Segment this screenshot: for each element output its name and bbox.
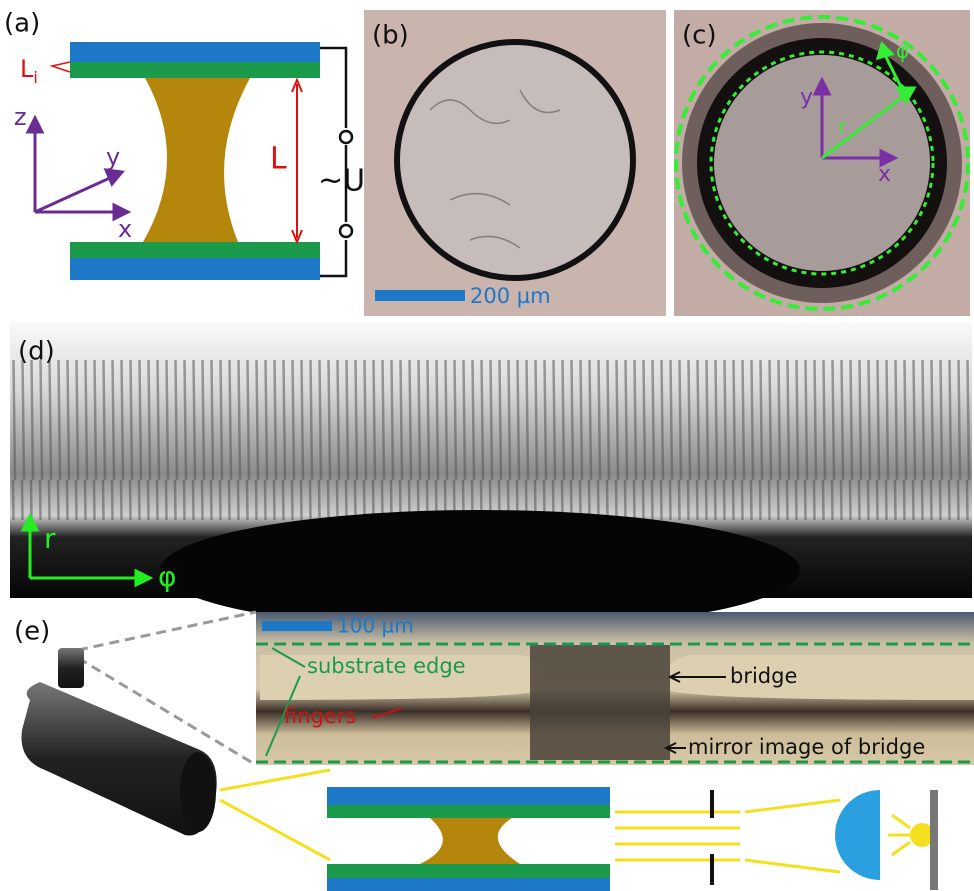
panel-c: (c) y x r φ (674, 10, 970, 316)
lamp-housing (930, 790, 938, 890)
scale-bar (375, 290, 465, 301)
layer (70, 62, 320, 78)
panel-label: (e) (14, 617, 50, 647)
axis-label: x (118, 215, 132, 243)
radius-label: r (838, 115, 847, 139)
light-rays (615, 800, 840, 872)
layer (327, 805, 610, 818)
view-lines (220, 770, 330, 860)
panel-e: (e) 100 µm substrate edge fingers bridge… (14, 612, 974, 891)
panel-d: (d) r φ (10, 322, 972, 630)
bridge-region (530, 645, 670, 760)
annotation: mirror image of bridge (688, 735, 925, 759)
lamp-rays (888, 815, 912, 855)
panel-a: (a) Li L ~U z y x (4, 9, 365, 281)
annotation: bridge (730, 664, 797, 688)
marker (52, 62, 70, 72)
axis-label: y (800, 85, 813, 110)
electrode (70, 258, 320, 280)
fingers (10, 360, 972, 520)
droplet (397, 42, 633, 278)
panel-b: (b) 200 µm (364, 10, 666, 316)
axis-label: x (878, 162, 891, 187)
panel-label: (a) (4, 9, 40, 39)
electrode (70, 42, 320, 62)
axis-label: φ (158, 560, 176, 593)
axis-label: y (106, 143, 120, 171)
axis-label: r (44, 522, 56, 555)
axis-label: z (14, 103, 27, 131)
voltage-label: ~U (318, 164, 365, 199)
figure: (a) Li L ~U z y x (b) 200 µm (c) y x r φ… (0, 0, 974, 891)
annotation: substrate edge (307, 654, 466, 678)
annotation: fingers (284, 704, 356, 728)
layer (327, 864, 610, 878)
layer-thickness: Li (20, 55, 38, 87)
scale-bar (262, 621, 332, 631)
layer (70, 242, 320, 258)
liquid-bridge (420, 818, 520, 864)
liquid-bridge (143, 78, 250, 242)
electrode (327, 787, 610, 805)
panel-label: (b) (372, 21, 409, 51)
panel-label: (c) (682, 21, 717, 51)
camera (21, 648, 216, 836)
scale-bar-label: 200 µm (470, 284, 551, 308)
electrode (327, 878, 610, 891)
terminal (340, 131, 352, 143)
panel-label: (d) (18, 337, 55, 367)
angle-label: φ (896, 39, 909, 63)
lens (835, 790, 880, 880)
circuit (320, 48, 346, 276)
scale-bar-label: 100 µm (337, 614, 414, 638)
gap-label: L (270, 142, 287, 177)
terminal (340, 225, 352, 237)
